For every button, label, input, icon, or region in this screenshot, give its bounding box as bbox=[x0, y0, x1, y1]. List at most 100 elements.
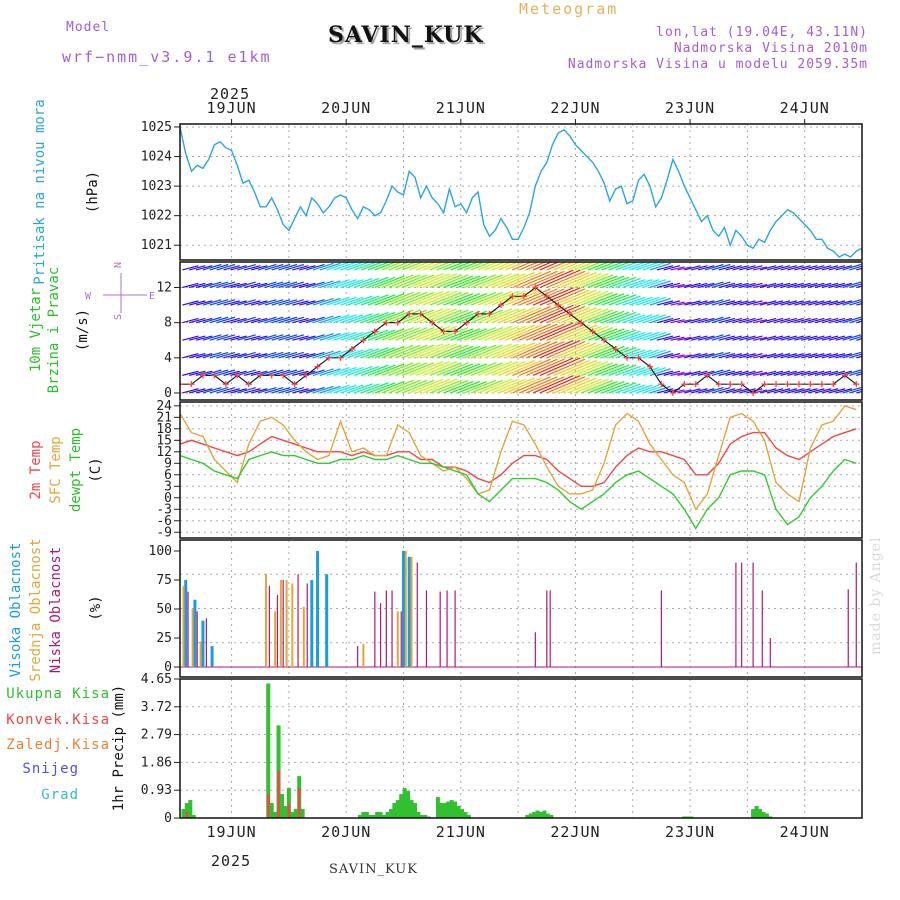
wind-barb bbox=[601, 382, 630, 394]
wind-barb bbox=[505, 324, 542, 341]
wind-barb bbox=[553, 359, 590, 376]
wind-barb bbox=[498, 377, 535, 394]
wind-barb bbox=[367, 311, 396, 324]
wind-barb bbox=[388, 379, 421, 394]
wind-barb bbox=[691, 335, 708, 341]
wind-barb bbox=[292, 265, 309, 271]
wind-barb bbox=[787, 335, 804, 341]
wind-barb bbox=[182, 300, 199, 306]
wind-barb bbox=[381, 309, 414, 324]
wind-barb bbox=[505, 271, 542, 289]
wind-barb bbox=[842, 369, 862, 376]
wind-gust-marker bbox=[807, 381, 814, 388]
convective-rain-bar bbox=[277, 770, 280, 818]
wind-barb bbox=[656, 317, 674, 324]
wind-barb bbox=[409, 361, 444, 376]
wind-barb bbox=[216, 263, 236, 271]
wind-gust-marker bbox=[245, 381, 252, 388]
wind-barb bbox=[278, 334, 298, 341]
wind-barb bbox=[553, 377, 590, 394]
temp-tick-label: 15 bbox=[156, 433, 172, 448]
cloud-low-bar bbox=[297, 574, 299, 667]
wind-barb bbox=[223, 317, 240, 324]
wind-gust-marker bbox=[383, 319, 390, 326]
cloud-low-bar bbox=[425, 590, 428, 667]
wind-barb bbox=[835, 282, 852, 289]
wind-barb bbox=[567, 290, 602, 306]
wind-barb bbox=[580, 379, 613, 394]
cloud-high-bar bbox=[184, 580, 188, 667]
wind-barb bbox=[237, 351, 256, 359]
wind-barb bbox=[519, 341, 558, 359]
wind-barb bbox=[374, 345, 405, 359]
wind-barb bbox=[718, 282, 736, 289]
wind-barb bbox=[718, 265, 736, 271]
wind-barb bbox=[264, 386, 284, 394]
cloud-low-bar bbox=[855, 562, 857, 667]
wind-gust-marker bbox=[830, 381, 837, 388]
wind-barb bbox=[250, 335, 268, 341]
wind-barb bbox=[849, 335, 862, 341]
wind-barb bbox=[807, 282, 825, 289]
wind-barb bbox=[807, 388, 825, 394]
wind-barb bbox=[189, 353, 206, 359]
compass-east-label: E bbox=[149, 291, 155, 302]
total-rain-bar bbox=[449, 800, 454, 818]
wind-barb bbox=[374, 381, 405, 394]
wind-barb bbox=[580, 327, 613, 341]
wind-barb bbox=[711, 263, 731, 271]
wind-barb bbox=[849, 283, 862, 289]
wind-barb bbox=[759, 335, 777, 341]
wind-gust-marker bbox=[222, 381, 229, 388]
wind-barb bbox=[615, 330, 641, 341]
wind-barb bbox=[182, 335, 199, 341]
wind-barb bbox=[801, 335, 818, 341]
wind-gust-marker bbox=[406, 310, 413, 317]
wind-barb bbox=[567, 325, 602, 341]
wind-barb bbox=[333, 384, 357, 394]
wind-barb bbox=[574, 325, 609, 341]
wind-gust-marker bbox=[180, 381, 183, 388]
pressure-panel-frame bbox=[179, 123, 863, 261]
wind-barb bbox=[409, 378, 444, 394]
wind-barb bbox=[780, 265, 797, 271]
wind-barb bbox=[292, 282, 309, 289]
precip-tick-label: 2.79 bbox=[141, 728, 172, 743]
wind-barb bbox=[450, 345, 481, 359]
wind-barb bbox=[814, 388, 832, 394]
wind-barb bbox=[429, 309, 462, 324]
wind-barb bbox=[636, 296, 660, 306]
wind-barb bbox=[718, 335, 736, 341]
wind-barb bbox=[835, 317, 852, 324]
wind-gust-marker bbox=[578, 319, 585, 326]
wind-barb bbox=[305, 386, 325, 394]
wind-barb bbox=[182, 265, 199, 271]
wind-barb bbox=[209, 334, 229, 341]
total-rain-bar bbox=[545, 813, 550, 818]
wind-barb bbox=[354, 365, 380, 376]
wind-barb bbox=[367, 329, 396, 341]
wind-barb bbox=[711, 316, 731, 324]
wind-barb bbox=[457, 345, 488, 359]
total-rain-bar bbox=[549, 815, 554, 818]
wind-barb bbox=[780, 335, 797, 341]
wind-barb bbox=[704, 369, 724, 376]
wind-barb bbox=[271, 351, 291, 359]
wind-barb bbox=[237, 316, 256, 324]
wind-barb bbox=[319, 262, 341, 271]
wind-barb bbox=[319, 333, 341, 341]
wind-barb bbox=[636, 331, 660, 341]
wind-barb bbox=[567, 308, 602, 324]
wind-barb bbox=[718, 353, 736, 359]
pressure-tick-label: 1024 bbox=[141, 150, 172, 165]
wind-barb bbox=[828, 370, 846, 376]
total-rain-bar bbox=[453, 801, 458, 818]
cloud-unit-label: (%) bbox=[88, 595, 104, 620]
wind-gust-marker bbox=[303, 372, 310, 379]
wind-barb bbox=[759, 353, 777, 359]
wind-barb bbox=[814, 370, 832, 376]
wind-barb bbox=[250, 300, 268, 306]
cloud-tick-label: 0 bbox=[164, 660, 172, 675]
wind-barb bbox=[546, 288, 586, 306]
wind-barb bbox=[539, 339, 581, 359]
